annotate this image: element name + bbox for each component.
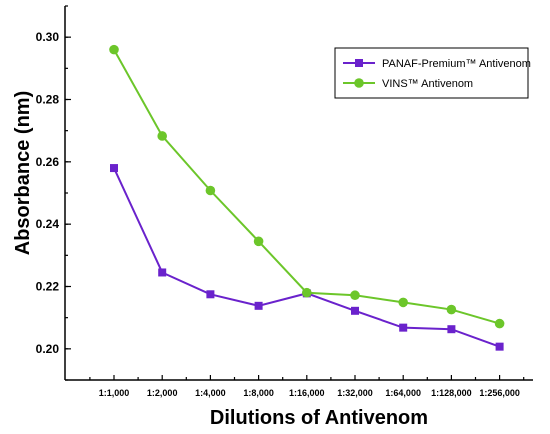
legend-label: VINS™ Antivenom xyxy=(382,78,473,90)
data-point-circle xyxy=(253,236,264,247)
x-tick-label: 1:64,000 xyxy=(385,388,421,398)
y-tick-label: 0.20 xyxy=(36,342,60,356)
data-point-circle xyxy=(205,185,216,196)
legend-label: PANAF-Premium™ Antivenom xyxy=(382,58,531,70)
x-tick-label: 1:1,000 xyxy=(99,388,130,398)
y-tick-label: 0.22 xyxy=(36,280,60,294)
y-tick-label: 0.24 xyxy=(36,217,60,231)
x-axis-ticks: 1:1,000 1:2,000 1:4,000 1:8,000 1:16,000 1:32… xyxy=(89,375,525,398)
data-point-square xyxy=(206,290,215,299)
y-tick-label: 0.26 xyxy=(36,155,60,169)
y-axis-title: Absorbance (nm) xyxy=(12,91,34,255)
data-point-square xyxy=(158,268,167,277)
x-tick-label: 1:8,000 xyxy=(243,388,274,398)
data-point-circle xyxy=(302,287,312,298)
series-group xyxy=(109,44,505,351)
y-tick-label: 0.28 xyxy=(36,93,60,107)
legend-marker-square xyxy=(355,59,363,67)
y-axis-ticks: 0.20 0.22 0.24 0.26 0.28 0.30 xyxy=(36,5,71,381)
x-axis-title: Dilutions of Antivenom xyxy=(210,407,428,429)
data-point-square xyxy=(110,164,118,173)
data-point-circle xyxy=(398,297,409,308)
data-point-circle xyxy=(350,290,360,301)
data-point-square xyxy=(447,325,456,334)
data-point-square xyxy=(399,323,408,332)
series-vins xyxy=(109,44,505,329)
data-point-circle xyxy=(446,304,457,315)
series-panaf-premium xyxy=(110,164,504,351)
x-tick-label: 1:128,000 xyxy=(431,388,472,398)
legend-box xyxy=(334,47,529,99)
y-tick-label: 0.30 xyxy=(36,30,60,44)
x-tick-label: 1:32,000 xyxy=(337,388,373,398)
x-tick-label: 1:16,000 xyxy=(289,388,325,398)
legend-marker-circle xyxy=(354,78,364,88)
series-line xyxy=(113,167,500,348)
data-point-circle xyxy=(494,318,505,329)
x-tick-label: 1:256,000 xyxy=(479,388,520,398)
data-point-circle xyxy=(157,131,167,141)
data-point-circle xyxy=(109,44,119,55)
x-tick-label: 1:2,000 xyxy=(147,388,178,398)
x-tick-label: 1:4,000 xyxy=(195,388,226,398)
data-point-square xyxy=(495,342,504,351)
data-point-square xyxy=(351,306,359,315)
data-point-square xyxy=(254,301,263,310)
legend: PANAF-Premium™ Antivenom VINS™ Antivenom xyxy=(334,47,531,99)
